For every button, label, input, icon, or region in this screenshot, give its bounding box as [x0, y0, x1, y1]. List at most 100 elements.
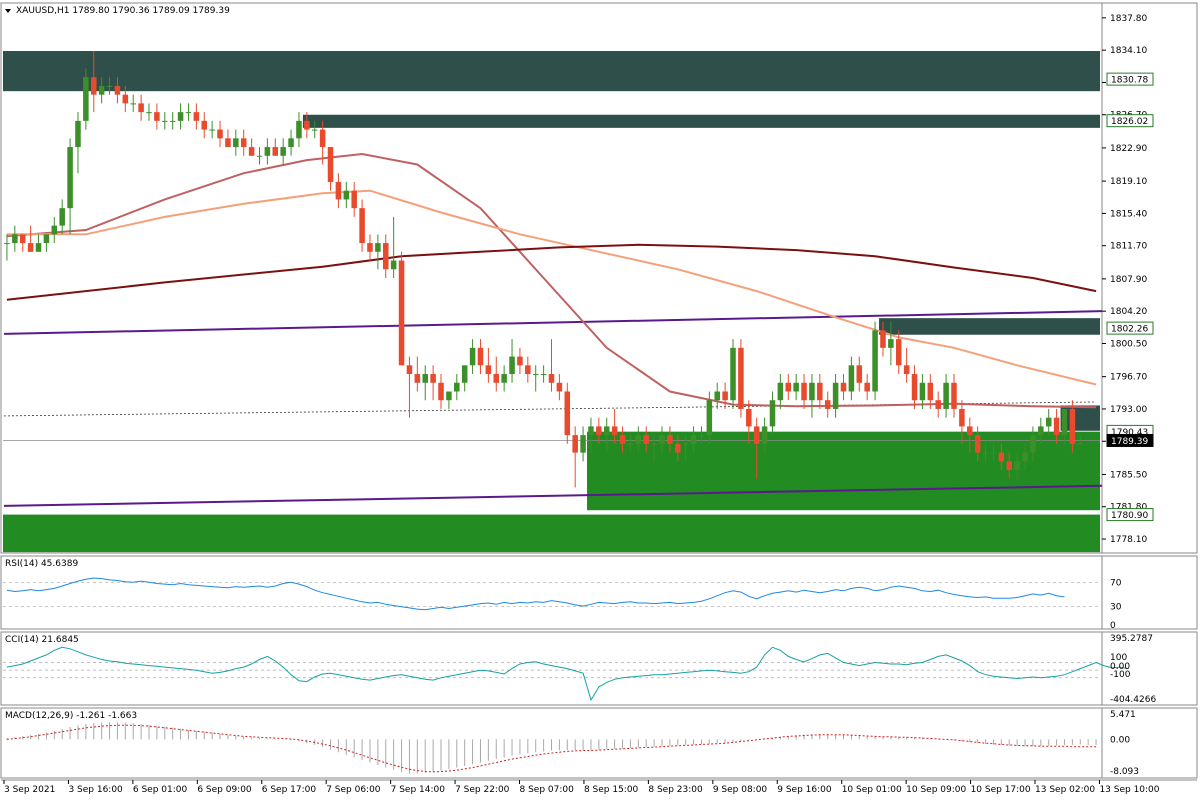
candle-body [154, 112, 160, 121]
candle-body [746, 408, 752, 427]
candle-body [146, 112, 152, 114]
time-tick-label: 10 Sep 09:00 [906, 785, 966, 795]
candle-body [588, 426, 594, 436]
price-tick-label: 1822.90 [1110, 144, 1147, 154]
candle-body [880, 330, 886, 348]
candle-body [233, 138, 239, 148]
macd-frame [0, 707, 1198, 779]
candle-body [256, 155, 263, 157]
candle-body [304, 120, 310, 130]
candle-body [406, 365, 413, 375]
candle-body [240, 138, 247, 148]
price-tick-label: 1815.40 [1110, 209, 1147, 219]
candle-body [509, 356, 515, 375]
candle-body [35, 243, 42, 252]
menu-triangle-icon[interactable] [5, 9, 11, 13]
candle-body [927, 382, 934, 401]
candle-body [556, 382, 563, 392]
time-tick-label: 8 Sep 23:00 [648, 785, 703, 795]
candle-body [169, 120, 176, 122]
candle-body [840, 382, 847, 392]
trendline [3, 310, 1103, 335]
candle-body [501, 374, 507, 383]
candle-body [162, 120, 168, 122]
candle-body [272, 147, 279, 156]
candle-body [319, 129, 326, 148]
candle-body [1053, 417, 1060, 436]
indicator-axis-label: 100 [1110, 653, 1127, 663]
time-tick-label: 6 Sep 09:00 [197, 785, 252, 795]
candle-body [106, 85, 113, 87]
candle-body [288, 138, 294, 148]
candle-body [635, 435, 642, 444]
time-tick-label: 13 Sep 10:00 [1099, 785, 1159, 795]
price-tick-label: 1793.00 [1110, 405, 1147, 415]
candle-body [580, 435, 586, 453]
candle-body [848, 365, 855, 392]
price-tick-label: 1785.50 [1110, 470, 1147, 480]
level-label: 1826.02 [1111, 117, 1148, 127]
candle-body [185, 112, 192, 114]
candle-body [122, 94, 129, 104]
level-label: 1830.78 [1111, 76, 1148, 86]
candle-body [375, 243, 381, 252]
candle-body [201, 120, 208, 130]
candle-body [548, 374, 555, 383]
indicator-axis-label: 5.471 [1110, 710, 1136, 720]
candle-body [572, 435, 578, 453]
time-tick-label: 3 Sep 2021 [4, 785, 55, 795]
candle-body [525, 365, 531, 375]
zone-resistance [3, 51, 1100, 92]
candle-body [832, 382, 839, 409]
candle-body [777, 382, 784, 401]
candle-body [343, 190, 350, 200]
candle-body [761, 426, 768, 444]
time-tick-label: 13 Sep 02:00 [1035, 785, 1095, 795]
candle-body [659, 435, 665, 444]
candle-body [177, 112, 184, 121]
price-tick-label: 1800.50 [1110, 339, 1147, 349]
candle-body [280, 147, 286, 156]
level-label-box [1106, 321, 1154, 335]
candle-body [12, 234, 18, 244]
indicator-axis-label: 0.00 [1110, 735, 1130, 745]
indicator-line [6, 577, 1065, 611]
candle-body [517, 356, 523, 366]
trendline [3, 484, 1103, 507]
candle-body [1006, 461, 1013, 471]
level-label: 1789.39 [1111, 437, 1148, 447]
price-tick-label: 1807.90 [1110, 275, 1147, 285]
time-tick-label: 10 Sep 17:00 [971, 785, 1031, 795]
time-tick-label: 8 Sep 15:00 [584, 785, 639, 795]
candle-body [911, 374, 918, 401]
level-label: 1802.26 [1111, 325, 1148, 335]
candle-body [19, 234, 26, 244]
candle-body [651, 443, 657, 445]
candle-body [296, 120, 302, 139]
price-zones [3, 51, 1100, 553]
candle-body [414, 374, 421, 383]
moving-average-ma_mid [6, 189, 1097, 386]
candle-body [1045, 417, 1052, 427]
candle-body [769, 400, 776, 427]
candle-body [351, 190, 357, 209]
candle-body [398, 260, 405, 366]
candle-body [540, 374, 547, 376]
main-frame [0, 2, 1198, 554]
indicator-axis-label: 30 [1110, 603, 1122, 613]
symbol-header: XAUUSD,H1 1789.80 1790.36 1789.09 1789.3… [16, 6, 230, 16]
zone-support [3, 514, 1100, 553]
price-tick-label: 1796.70 [1110, 373, 1147, 383]
candle-body [138, 103, 144, 113]
moving-average-ma_fast [6, 152, 1097, 409]
rsi-panel: 70 30 0 [3, 577, 1122, 631]
candle-body [327, 147, 334, 182]
candle-body [130, 103, 136, 105]
candle-body [603, 426, 610, 436]
time-tick-label: 10 Sep 01:00 [842, 785, 902, 795]
level-label-box [1106, 508, 1154, 522]
cci-label: CCI(14) 21.6845 [5, 635, 79, 645]
candle-body [367, 243, 373, 252]
